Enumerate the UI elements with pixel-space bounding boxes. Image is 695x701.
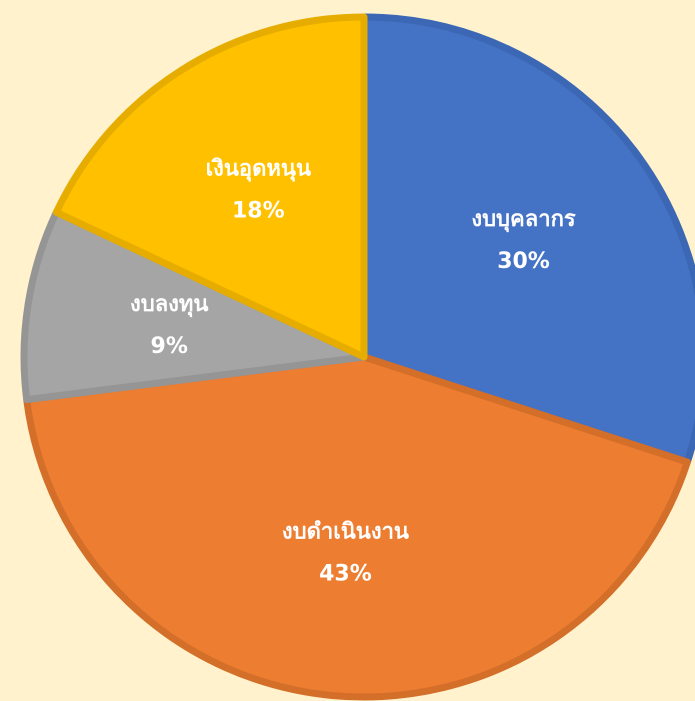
slice-value-label: 30% [497, 249, 550, 274]
slice-label: งบลงทุน [130, 292, 208, 318]
slice-value-label: 18% [232, 198, 285, 223]
pie-slice [20, 208, 368, 404]
slice-value-label: 43% [319, 561, 372, 586]
slice-label: เงินอุดหนุน [206, 156, 311, 182]
slice-value-label: 9% [151, 334, 188, 359]
slice-label: งบดำเนินงาน [282, 519, 409, 544]
pie-slice [23, 353, 691, 701]
pie-slice [52, 13, 368, 361]
pie-slice [360, 13, 695, 466]
slice-label: งบบุคลากร [471, 207, 576, 233]
